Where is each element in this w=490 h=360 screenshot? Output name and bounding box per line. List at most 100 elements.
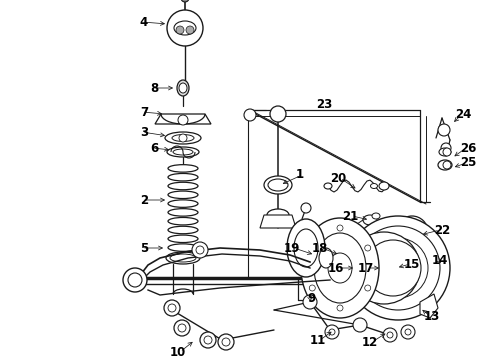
Circle shape bbox=[164, 300, 180, 316]
Circle shape bbox=[309, 245, 315, 251]
Circle shape bbox=[222, 338, 230, 346]
Ellipse shape bbox=[168, 191, 198, 199]
Circle shape bbox=[174, 320, 190, 336]
Ellipse shape bbox=[179, 83, 187, 93]
Circle shape bbox=[168, 304, 176, 312]
Circle shape bbox=[401, 325, 415, 339]
Text: 24: 24 bbox=[455, 108, 471, 122]
Circle shape bbox=[128, 273, 142, 287]
Polygon shape bbox=[420, 294, 438, 318]
Ellipse shape bbox=[173, 149, 193, 155]
Text: 25: 25 bbox=[460, 157, 476, 170]
Ellipse shape bbox=[264, 176, 292, 194]
Circle shape bbox=[353, 318, 367, 332]
Ellipse shape bbox=[168, 235, 198, 243]
Text: 11: 11 bbox=[310, 333, 326, 346]
Text: 22: 22 bbox=[434, 224, 450, 237]
Ellipse shape bbox=[168, 209, 198, 216]
Text: 12: 12 bbox=[362, 336, 378, 348]
Circle shape bbox=[337, 305, 343, 311]
Circle shape bbox=[167, 10, 203, 46]
Text: 23: 23 bbox=[316, 98, 332, 111]
Text: 6: 6 bbox=[150, 141, 158, 154]
Text: 9: 9 bbox=[308, 292, 316, 305]
Ellipse shape bbox=[174, 21, 196, 35]
Ellipse shape bbox=[287, 219, 325, 277]
Circle shape bbox=[301, 203, 311, 213]
Circle shape bbox=[244, 109, 256, 121]
Ellipse shape bbox=[168, 244, 198, 251]
Circle shape bbox=[382, 252, 414, 284]
Circle shape bbox=[443, 148, 451, 156]
Text: 14: 14 bbox=[432, 253, 448, 266]
Circle shape bbox=[303, 295, 317, 309]
Circle shape bbox=[179, 134, 187, 142]
Ellipse shape bbox=[363, 215, 377, 225]
Circle shape bbox=[387, 332, 393, 338]
Text: 17: 17 bbox=[358, 261, 374, 274]
Circle shape bbox=[346, 216, 450, 320]
Circle shape bbox=[348, 232, 420, 304]
Text: 26: 26 bbox=[460, 141, 476, 154]
Ellipse shape bbox=[168, 174, 198, 181]
Circle shape bbox=[196, 246, 204, 254]
Circle shape bbox=[329, 329, 335, 335]
Ellipse shape bbox=[177, 80, 189, 96]
Circle shape bbox=[365, 285, 371, 291]
Polygon shape bbox=[155, 114, 211, 124]
Circle shape bbox=[374, 258, 394, 278]
Ellipse shape bbox=[168, 217, 198, 225]
Text: 20: 20 bbox=[330, 171, 346, 184]
Ellipse shape bbox=[268, 179, 288, 191]
Text: 10: 10 bbox=[170, 346, 186, 359]
Text: 2: 2 bbox=[140, 194, 148, 207]
Circle shape bbox=[396, 216, 428, 248]
Circle shape bbox=[402, 222, 422, 242]
Ellipse shape bbox=[370, 184, 377, 189]
Circle shape bbox=[192, 242, 208, 258]
Text: 4: 4 bbox=[140, 15, 148, 28]
Ellipse shape bbox=[170, 254, 196, 262]
Ellipse shape bbox=[165, 132, 201, 144]
Circle shape bbox=[178, 324, 186, 332]
Circle shape bbox=[362, 246, 406, 290]
Ellipse shape bbox=[168, 226, 198, 234]
Ellipse shape bbox=[294, 229, 318, 267]
Ellipse shape bbox=[167, 147, 199, 157]
Ellipse shape bbox=[168, 182, 198, 190]
Ellipse shape bbox=[172, 135, 194, 141]
Circle shape bbox=[365, 245, 371, 251]
Circle shape bbox=[443, 161, 451, 169]
Circle shape bbox=[123, 268, 147, 292]
Ellipse shape bbox=[439, 148, 451, 156]
Text: 1: 1 bbox=[296, 168, 304, 181]
Circle shape bbox=[186, 26, 194, 34]
Circle shape bbox=[438, 124, 450, 136]
Circle shape bbox=[204, 336, 212, 344]
Circle shape bbox=[356, 226, 440, 310]
Text: 7: 7 bbox=[140, 105, 148, 118]
Text: 19: 19 bbox=[284, 242, 300, 255]
Ellipse shape bbox=[168, 165, 198, 172]
Ellipse shape bbox=[267, 209, 289, 221]
Circle shape bbox=[176, 26, 184, 34]
Text: 8: 8 bbox=[150, 81, 158, 94]
Circle shape bbox=[390, 260, 406, 276]
Ellipse shape bbox=[379, 182, 389, 190]
Circle shape bbox=[337, 225, 343, 231]
Circle shape bbox=[408, 228, 416, 236]
Text: 3: 3 bbox=[140, 126, 148, 139]
Ellipse shape bbox=[328, 253, 352, 283]
Circle shape bbox=[383, 328, 397, 342]
Circle shape bbox=[200, 332, 216, 348]
Text: 18: 18 bbox=[312, 242, 328, 255]
Text: 13: 13 bbox=[424, 310, 440, 323]
Ellipse shape bbox=[314, 233, 366, 303]
Ellipse shape bbox=[324, 183, 332, 189]
Polygon shape bbox=[260, 215, 296, 228]
Circle shape bbox=[365, 240, 421, 296]
Circle shape bbox=[325, 325, 339, 339]
Text: 5: 5 bbox=[140, 242, 148, 255]
Text: 16: 16 bbox=[328, 261, 344, 274]
Ellipse shape bbox=[319, 248, 333, 268]
